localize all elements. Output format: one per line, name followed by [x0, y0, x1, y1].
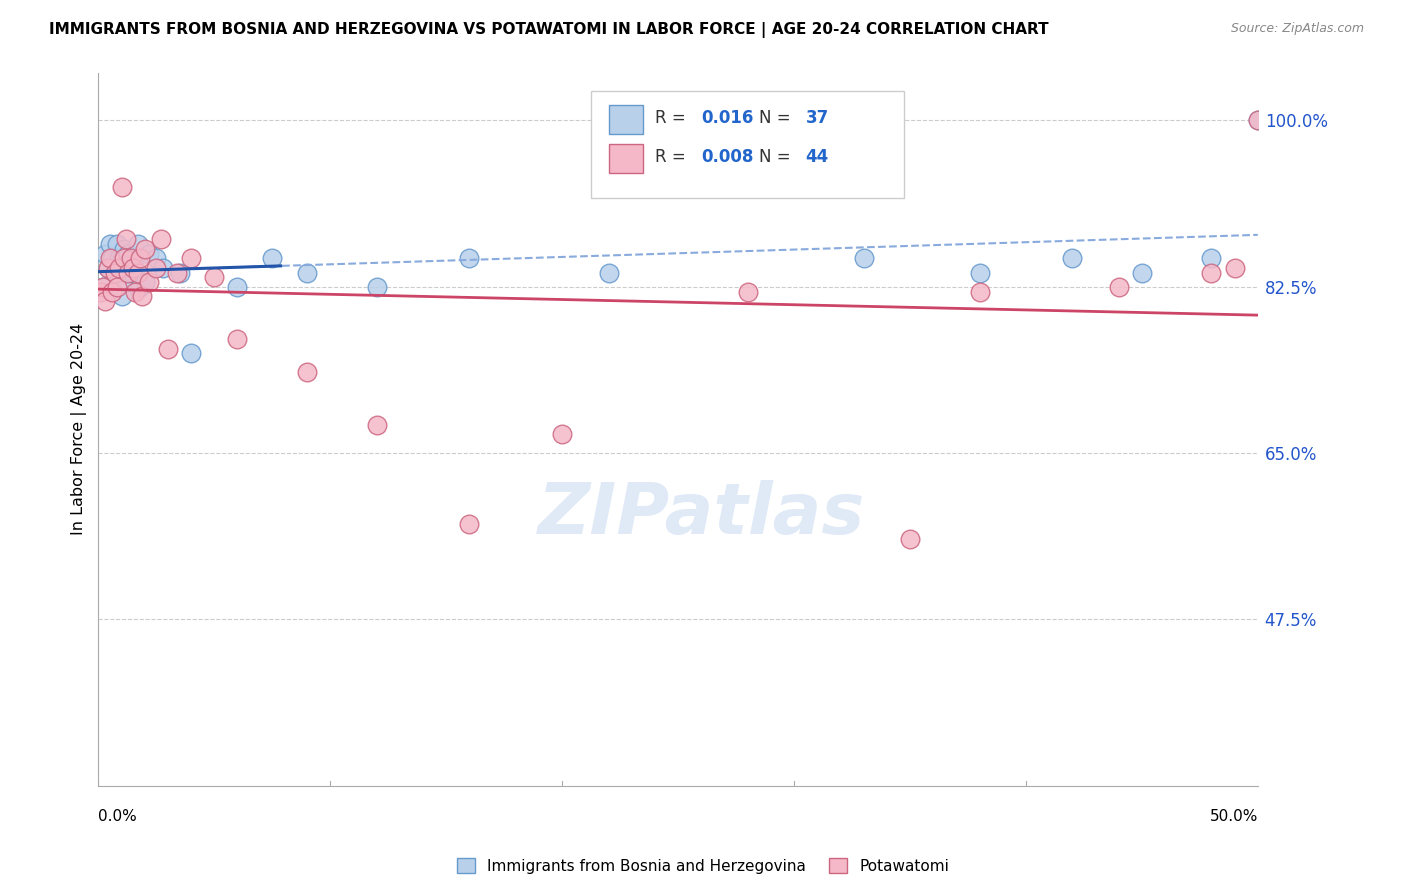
Point — [138, 275, 160, 289]
Text: 44: 44 — [806, 148, 830, 166]
Point — [366, 279, 388, 293]
FancyBboxPatch shape — [609, 145, 644, 173]
Point — [120, 252, 142, 266]
Point — [1201, 252, 1223, 266]
Point — [117, 266, 139, 280]
Point — [226, 279, 249, 293]
Point — [112, 242, 135, 256]
Point — [112, 252, 135, 266]
Text: 0.0%: 0.0% — [98, 809, 138, 824]
Point — [202, 270, 225, 285]
Point — [366, 417, 388, 432]
Point — [124, 252, 146, 266]
Point — [94, 246, 117, 260]
Text: R =: R = — [655, 148, 690, 166]
Point — [166, 266, 188, 280]
Point — [115, 275, 138, 289]
Text: 50.0%: 50.0% — [1209, 809, 1258, 824]
Point — [105, 279, 128, 293]
Point — [94, 293, 117, 308]
Point — [127, 266, 149, 280]
Point — [1201, 266, 1223, 280]
Point — [969, 285, 991, 299]
Point — [138, 246, 160, 260]
Text: 37: 37 — [806, 109, 830, 127]
Point — [149, 232, 172, 246]
Point — [103, 266, 125, 280]
Point — [551, 427, 574, 442]
Point — [145, 260, 167, 275]
Text: N =: N = — [759, 148, 796, 166]
Point — [969, 266, 991, 280]
Point — [101, 252, 124, 266]
Point — [115, 232, 138, 246]
Point — [145, 252, 167, 266]
Point — [103, 266, 125, 280]
Point — [458, 517, 481, 532]
Point — [108, 266, 131, 280]
Text: N =: N = — [759, 109, 796, 127]
Point — [98, 252, 121, 266]
Point — [90, 285, 112, 299]
Text: ZIPatlas: ZIPatlas — [537, 480, 865, 549]
Point — [129, 252, 152, 266]
Point — [152, 260, 174, 275]
Point — [120, 256, 142, 270]
Point — [262, 252, 284, 266]
Point — [108, 252, 131, 266]
Point — [169, 266, 191, 280]
Point — [122, 266, 145, 280]
Point — [91, 279, 114, 293]
Point — [101, 285, 124, 299]
Text: R =: R = — [655, 109, 690, 127]
Point — [108, 260, 131, 275]
Point — [127, 237, 149, 252]
Point — [1247, 113, 1270, 128]
Point — [110, 289, 132, 303]
Y-axis label: In Labor Force | Age 20-24: In Labor Force | Age 20-24 — [72, 323, 87, 535]
Point — [226, 332, 249, 346]
Point — [134, 275, 156, 289]
Point — [110, 252, 132, 266]
Point — [1247, 113, 1270, 128]
Point — [295, 266, 318, 280]
Point — [737, 285, 759, 299]
Point — [117, 246, 139, 260]
Point — [134, 242, 156, 256]
Point — [1130, 266, 1153, 280]
Point — [97, 260, 120, 275]
Point — [91, 279, 114, 293]
Point — [458, 252, 481, 266]
Point — [180, 346, 202, 360]
Text: Source: ZipAtlas.com: Source: ZipAtlas.com — [1230, 22, 1364, 36]
Point — [122, 260, 145, 275]
FancyBboxPatch shape — [591, 91, 904, 198]
Point — [1108, 279, 1130, 293]
FancyBboxPatch shape — [609, 105, 644, 134]
Point — [97, 260, 120, 275]
Point — [156, 342, 179, 356]
Point — [110, 180, 132, 194]
Point — [98, 237, 121, 252]
Point — [598, 266, 620, 280]
Point — [1223, 260, 1246, 275]
Point — [124, 285, 146, 299]
Text: 0.016: 0.016 — [702, 109, 754, 127]
Point — [105, 237, 128, 252]
Text: IMMIGRANTS FROM BOSNIA AND HERZEGOVINA VS POTAWATOMI IN LABOR FORCE | AGE 20-24 : IMMIGRANTS FROM BOSNIA AND HERZEGOVINA V… — [49, 22, 1049, 38]
Point — [131, 289, 153, 303]
Point — [898, 532, 921, 546]
Point — [295, 365, 318, 379]
Text: 0.008: 0.008 — [702, 148, 754, 166]
Point — [852, 252, 875, 266]
Point — [129, 279, 152, 293]
Legend: Immigrants from Bosnia and Herzegovina, Potawatomi: Immigrants from Bosnia and Herzegovina, … — [450, 852, 956, 880]
Point — [1062, 252, 1084, 266]
Point — [180, 252, 202, 266]
